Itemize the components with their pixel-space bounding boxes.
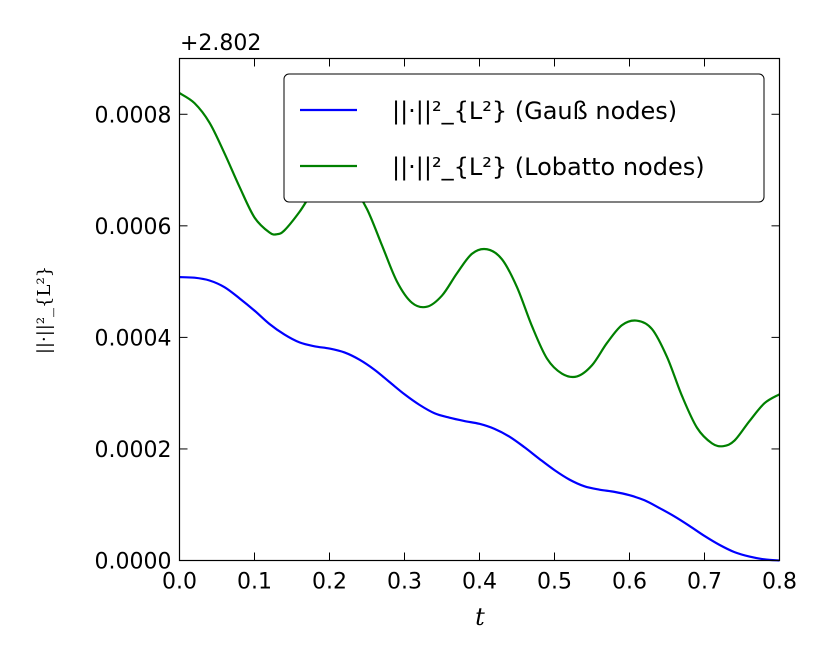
x-tick-label: 0.4 (462, 570, 497, 595)
y-tick-label: 0.0004 (95, 326, 172, 351)
x-tick-label: 0.5 (537, 570, 572, 595)
y-offset-label: +2.802 (180, 31, 261, 56)
x-axis: 0.0 0.1 0.2 0.3 0.4 0.5 0.6 0.7 0.8 (162, 58, 797, 595)
y-tick-label: 0.0002 (95, 438, 172, 463)
x-axis-label: t (475, 603, 485, 631)
x-tick-label: 0.8 (762, 570, 797, 595)
x-tick-label: 0.0 (162, 570, 197, 595)
series-line-2 (178, 92, 781, 448)
y-axis: 0.0000 0.0002 0.0004 0.0006 0.0008 (95, 103, 780, 575)
legend-items: ||·||²_{L²} (Gauß nodes) ||·||²_{L²} (Lob… (300, 97, 705, 181)
x-tick-label: 0.6 (612, 570, 647, 595)
legend: ||·||²_{L²} (Gauß nodes) ||·||²_{L²} (Lob… (283, 73, 765, 203)
legend-box (283, 73, 765, 203)
series-layer (178, 92, 781, 562)
legend-label: ||·||²_{L²} (Gauß nodes) (392, 97, 677, 125)
x-tick-label: 0.3 (387, 570, 422, 595)
x-tick-label: 0.2 (312, 570, 347, 595)
series-line-1 (179, 276, 780, 562)
y-axis-label: ||·||²_{L²} (34, 266, 55, 354)
y-tick-label: 0.0006 (95, 215, 172, 240)
legend-label: ||·||²_{L²} (Lobatto nodes) (392, 153, 705, 181)
y-tick-label: 0.0000 (95, 550, 172, 575)
x-tick-label: 0.1 (237, 570, 272, 595)
x-tick-label: 0.7 (687, 570, 722, 595)
y-tick-label: 0.0008 (95, 103, 172, 128)
